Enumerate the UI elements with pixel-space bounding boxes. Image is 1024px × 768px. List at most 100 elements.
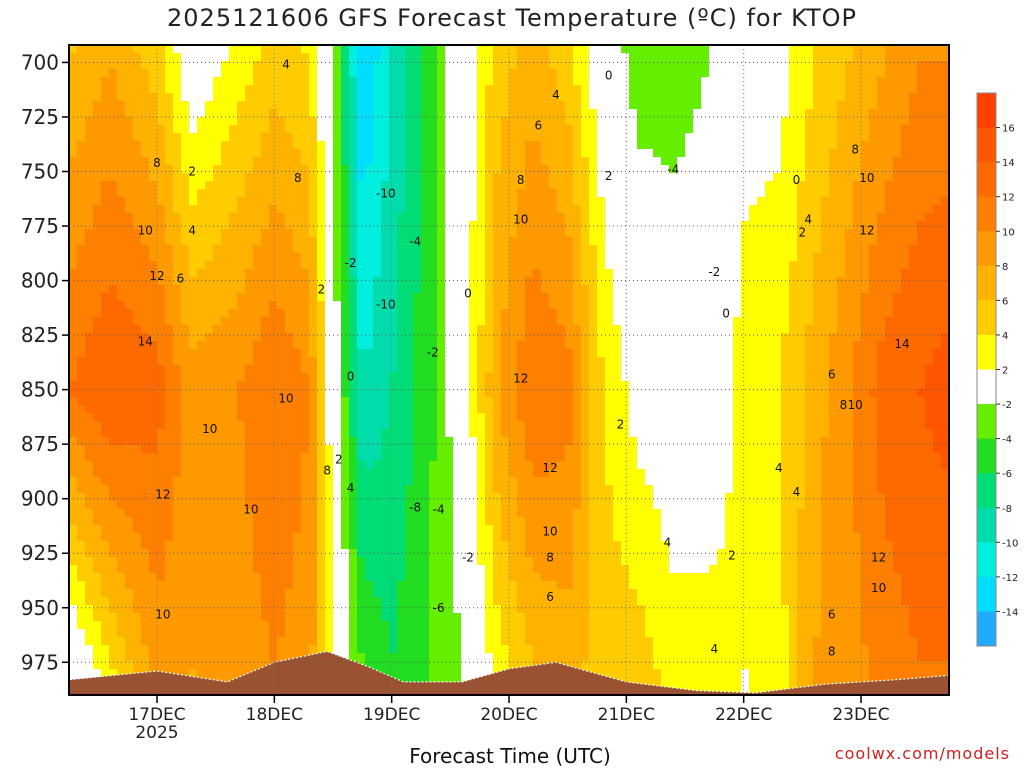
temperature-cell	[429, 389, 438, 398]
temperature-cell	[117, 309, 126, 318]
temperature-cell	[157, 613, 166, 622]
temperature-cell	[173, 261, 182, 270]
temperature-cell	[365, 181, 374, 190]
temperature-cell	[373, 637, 382, 646]
temperature-cell	[69, 333, 78, 342]
temperature-cell	[437, 269, 446, 278]
temperature-cell	[341, 629, 350, 638]
temperature-cell	[541, 261, 550, 270]
temperature-cell	[261, 101, 270, 110]
temperature-cell	[77, 245, 86, 254]
temperature-cell	[493, 277, 502, 286]
temperature-cell	[381, 613, 390, 622]
temperature-cell	[509, 645, 518, 654]
temperature-cell	[77, 453, 86, 462]
temperature-cell	[397, 213, 406, 222]
temperature-cell	[405, 61, 414, 70]
temperature-cell	[373, 317, 382, 326]
temperature-cell	[245, 221, 254, 230]
temperature-cell	[125, 213, 134, 222]
temperature-cell	[173, 109, 182, 118]
temperature-cell	[333, 133, 342, 142]
temperature-cell	[237, 93, 246, 102]
temperature-cell	[357, 117, 366, 126]
temperature-cell	[213, 669, 222, 678]
temperature-cell	[277, 141, 286, 150]
temperature-cell	[77, 509, 86, 518]
temperature-cell	[221, 157, 230, 166]
temperature-cell	[149, 365, 158, 374]
temperature-cell	[141, 397, 150, 406]
temperature-cell	[413, 77, 422, 86]
temperature-cell	[333, 85, 342, 94]
temperature-cell	[397, 621, 406, 630]
temperature-cell	[525, 349, 534, 358]
temperature-cell	[229, 77, 238, 86]
temperature-cell	[397, 637, 406, 646]
temperature-cell	[309, 173, 318, 182]
temperature-cell	[205, 493, 214, 502]
temperature-cell	[437, 525, 446, 534]
temperature-cell	[365, 493, 374, 502]
temperature-cell	[189, 261, 198, 270]
temperature-cell	[173, 341, 182, 350]
temperature-cell	[173, 101, 182, 110]
temperature-cell	[357, 237, 366, 246]
temperature-cell	[461, 621, 470, 630]
temperature-cell	[341, 117, 350, 126]
temperature-cell	[525, 165, 534, 174]
temperature-cell	[341, 461, 350, 470]
temperature-cell	[317, 381, 326, 390]
temperature-cell	[117, 213, 126, 222]
temperature-cell	[429, 293, 438, 302]
temperature-cell	[189, 61, 198, 70]
temperature-cell	[453, 629, 462, 638]
temperature-cell	[517, 221, 526, 230]
temperature-cell	[373, 125, 382, 134]
temperature-cell	[117, 437, 126, 446]
temperature-cell	[397, 229, 406, 238]
temperature-cell	[237, 277, 246, 286]
temperature-cell	[237, 661, 246, 670]
temperature-cell	[413, 405, 422, 414]
temperature-cell	[221, 613, 230, 622]
temperature-cell	[77, 349, 86, 358]
temperature-cell	[277, 45, 286, 54]
temperature-cell	[421, 405, 430, 414]
temperature-cell	[149, 53, 158, 62]
temperature-cell	[421, 605, 430, 614]
temperature-cell	[85, 61, 94, 70]
temperature-cell	[549, 269, 558, 278]
temperature-cell	[237, 509, 246, 518]
temperature-cell	[501, 157, 510, 166]
temperature-cell	[437, 597, 446, 606]
temperature-cell	[421, 277, 430, 286]
temperature-cell	[277, 61, 286, 70]
temperature-cell	[125, 109, 134, 118]
temperature-cell	[229, 621, 238, 630]
temperature-cell	[533, 213, 542, 222]
temperature-cell	[165, 541, 174, 550]
temperature-cell	[509, 101, 518, 110]
temperature-cell	[437, 45, 446, 54]
temperature-cell	[461, 477, 470, 486]
temperature-cell	[197, 133, 206, 142]
temperature-cell	[365, 357, 374, 366]
temperature-cell	[429, 149, 438, 158]
temperature-cell	[245, 421, 254, 430]
temperature-cell	[317, 341, 326, 350]
temperature-cell	[237, 597, 246, 606]
temperature-cell	[405, 573, 414, 582]
temperature-cell	[453, 229, 462, 238]
temperature-cell	[229, 181, 238, 190]
temperature-cell	[541, 525, 550, 534]
temperature-cell	[93, 181, 102, 190]
temperature-cell	[141, 405, 150, 414]
temperature-cell	[229, 589, 238, 598]
temperature-cell	[317, 197, 326, 206]
temperature-cell	[77, 101, 86, 110]
temperature-cell	[261, 93, 270, 102]
temperature-cell	[93, 285, 102, 294]
temperature-cell	[549, 421, 558, 430]
temperature-cell	[501, 213, 510, 222]
